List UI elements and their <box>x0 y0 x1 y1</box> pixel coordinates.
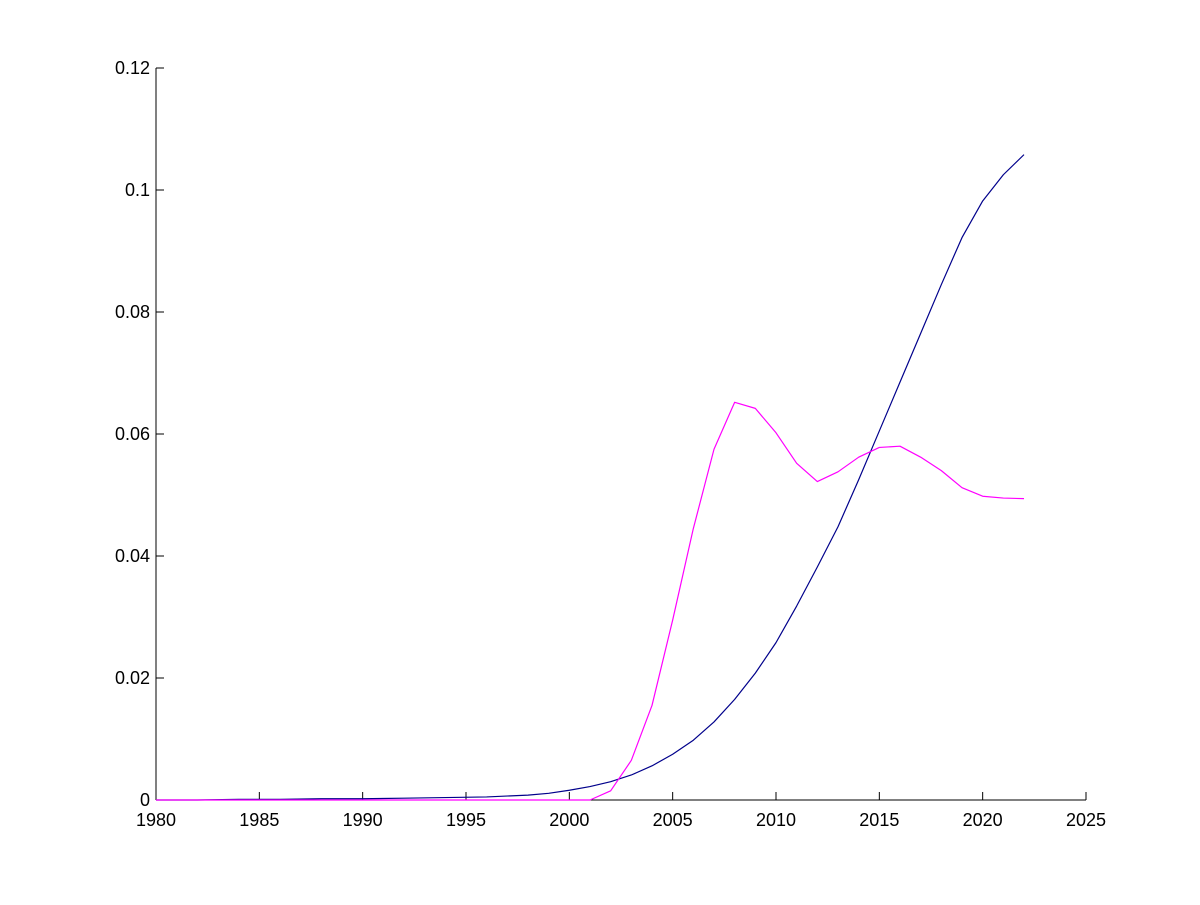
y-tick-label: 0.08 <box>115 302 150 322</box>
series-lines <box>156 154 1025 801</box>
x-tick-label: 2010 <box>756 810 796 830</box>
y-tick-label: 0.12 <box>115 58 150 78</box>
x-tick-label: 2015 <box>859 810 899 830</box>
x-tick-label: 2000 <box>549 810 589 830</box>
x-tick-label: 2005 <box>653 810 693 830</box>
x-tick-label: 1990 <box>343 810 383 830</box>
y-tick-label: 0.02 <box>115 668 150 688</box>
y-tick-label: 0 <box>140 790 150 810</box>
tick-labels: 1980 1985 1990 1995 2000 2005 2010 2015 2020 2025… <box>115 58 1106 830</box>
series-line-2 <box>156 401 1025 801</box>
y-tick-label: 0.04 <box>115 546 150 566</box>
x-tick-label: 1995 <box>446 810 486 830</box>
x-tick-label: 2025 <box>1066 810 1106 830</box>
x-tick-label: 2020 <box>963 810 1003 830</box>
x-tick-label: 1985 <box>239 810 279 830</box>
y-tick-label: 0.1 <box>125 180 150 200</box>
axes <box>155 67 1087 801</box>
x-tick-label: 1980 <box>136 810 176 830</box>
series-line-1 <box>156 154 1025 801</box>
y-tick-label: 0.06 <box>115 424 150 444</box>
